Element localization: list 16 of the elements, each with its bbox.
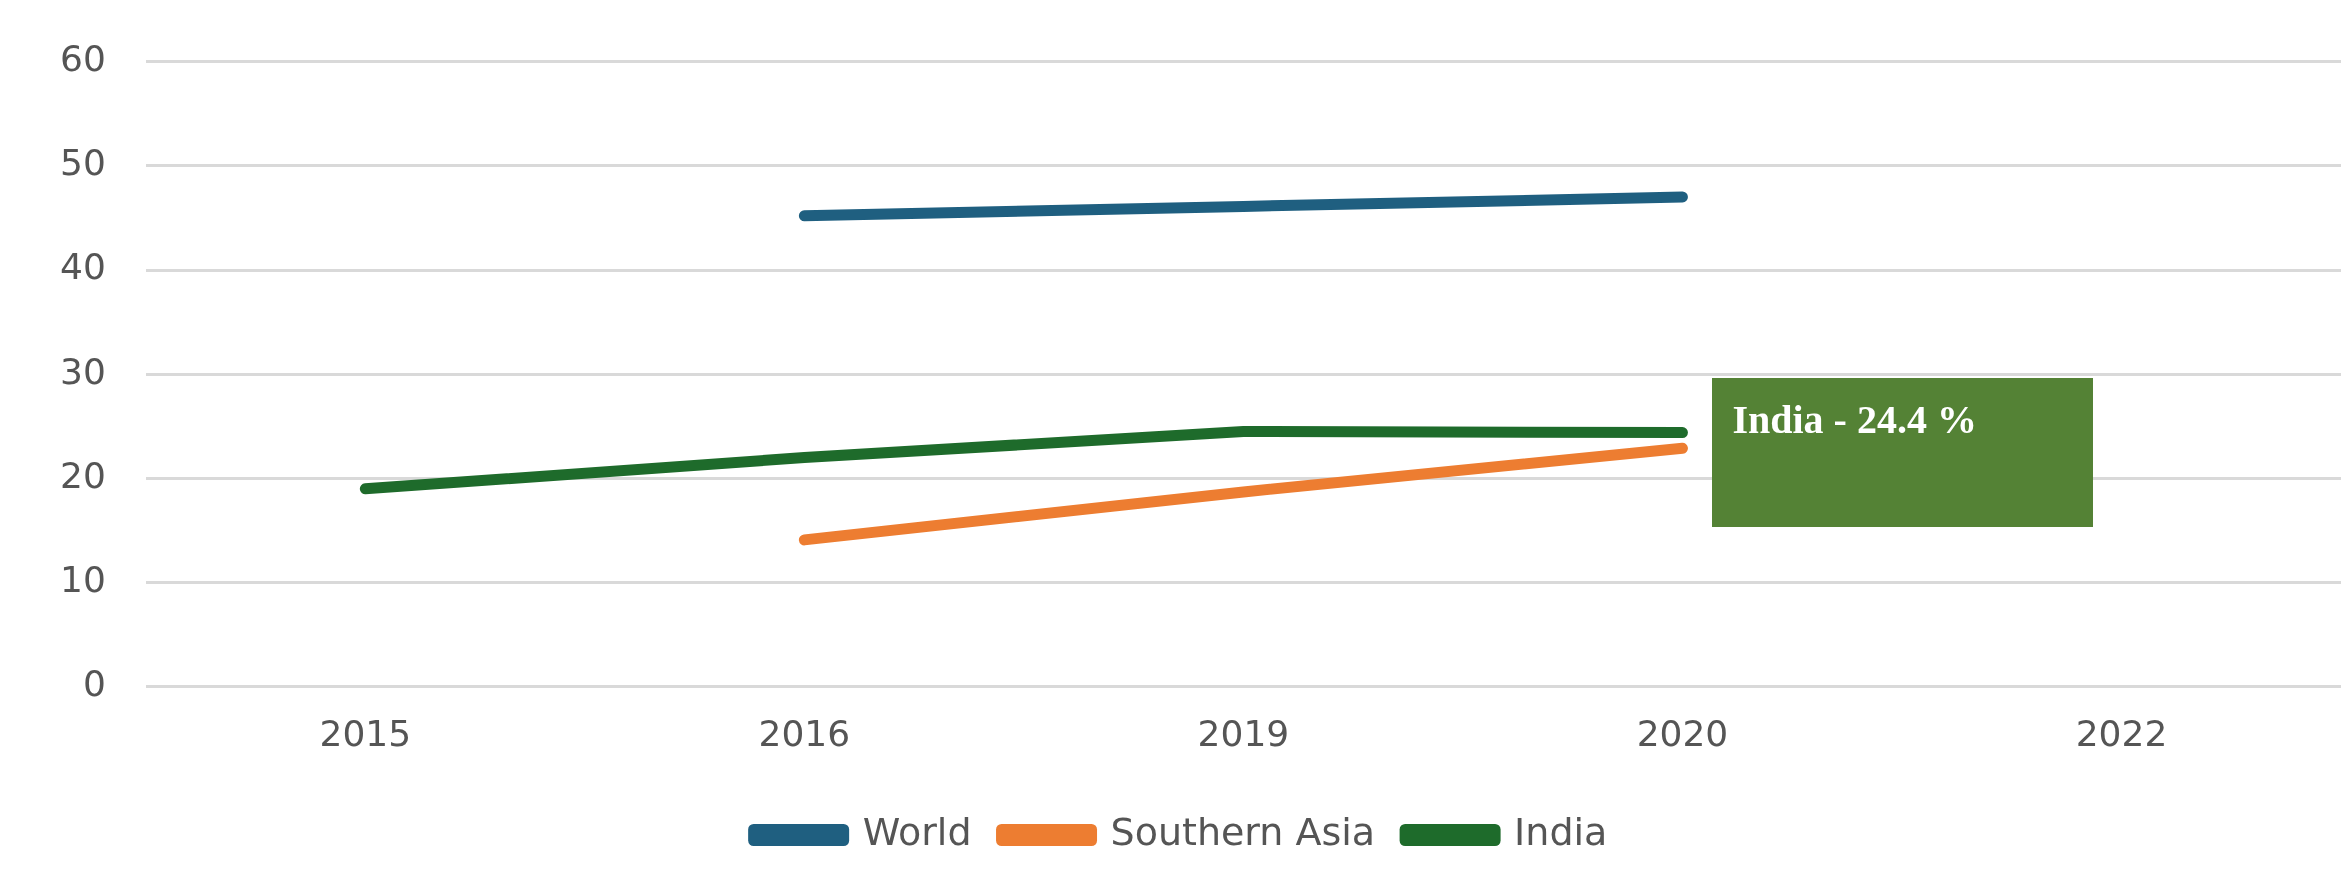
x-tick-label: 2015 bbox=[319, 712, 412, 754]
x-tick-label: 2022 bbox=[2075, 712, 2168, 754]
y-tick-label: 20 bbox=[60, 454, 106, 496]
callout-box: India - 24.4 % bbox=[1712, 377, 2094, 527]
x-tick-label: 2016 bbox=[758, 712, 851, 754]
y-tick-label: 50 bbox=[60, 142, 106, 184]
x-tick-label: 2019 bbox=[1197, 712, 1290, 754]
x-tick-label: 2020 bbox=[1636, 712, 1729, 754]
legend-label: India bbox=[1514, 809, 1608, 854]
y-tick-label: 40 bbox=[60, 246, 106, 288]
y-tick-label: 30 bbox=[60, 350, 106, 392]
legend-label: Southern Asia bbox=[1110, 809, 1376, 854]
y-tick-label: 10 bbox=[60, 558, 106, 600]
y-tick-label: 60 bbox=[60, 37, 106, 79]
y-tick-label: 0 bbox=[82, 663, 106, 705]
legend-label: World bbox=[862, 809, 972, 854]
